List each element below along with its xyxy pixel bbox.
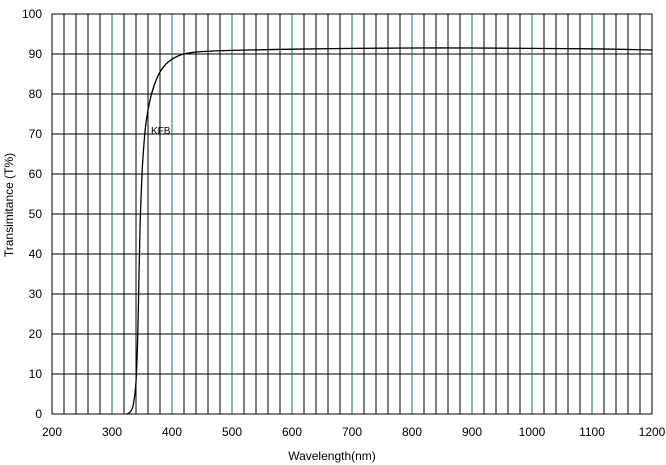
y-tick-label: 90: [29, 47, 43, 61]
x-tick-label: 400: [162, 425, 182, 439]
x-tick-label: 1000: [519, 425, 546, 439]
x-axis-ticks: 200 300 400 500 600 700 800 900 1000 1100 1200: [42, 425, 666, 439]
y-tick-label: 60: [29, 167, 43, 181]
y-tick-label: 30: [29, 287, 43, 301]
y-tick-label: 10: [29, 367, 43, 381]
y-axis-label: Transimitance (T%): [2, 153, 16, 257]
x-tick-label: 800: [402, 425, 422, 439]
x-tick-label: 600: [282, 425, 302, 439]
plot-frame: [51, 13, 653, 415]
x-tick-label: 1200: [639, 425, 666, 439]
x-tick-label: 300: [102, 425, 122, 439]
y-tick-label: 70: [29, 127, 43, 141]
y-tick-label: 40: [29, 247, 43, 261]
y-tick-label: 0: [35, 407, 42, 421]
y-axis-ticks: 0 10 20 30 40 50 60 70 80 90 100: [22, 7, 42, 421]
y-tick-label: 80: [29, 87, 43, 101]
plot-area: [126, 47, 653, 415]
x-tick-label: 900: [462, 425, 482, 439]
series-annotation: KFB: [151, 126, 171, 137]
x-tick-label: 1100: [579, 425, 605, 439]
x-tick-label: 200: [42, 425, 62, 439]
y-tick-label: 100: [22, 7, 42, 21]
y-tick-label: 50: [29, 207, 43, 221]
x-tick-label: 500: [222, 425, 242, 439]
x-axis-label: Wavelength(nm): [288, 449, 376, 463]
x-tick-label: 700: [342, 425, 362, 439]
y-tick-label: 20: [29, 327, 43, 341]
series-line-kfb: [126, 47, 653, 415]
grid: [51, 13, 653, 415]
annotations: KFB: [151, 126, 171, 137]
